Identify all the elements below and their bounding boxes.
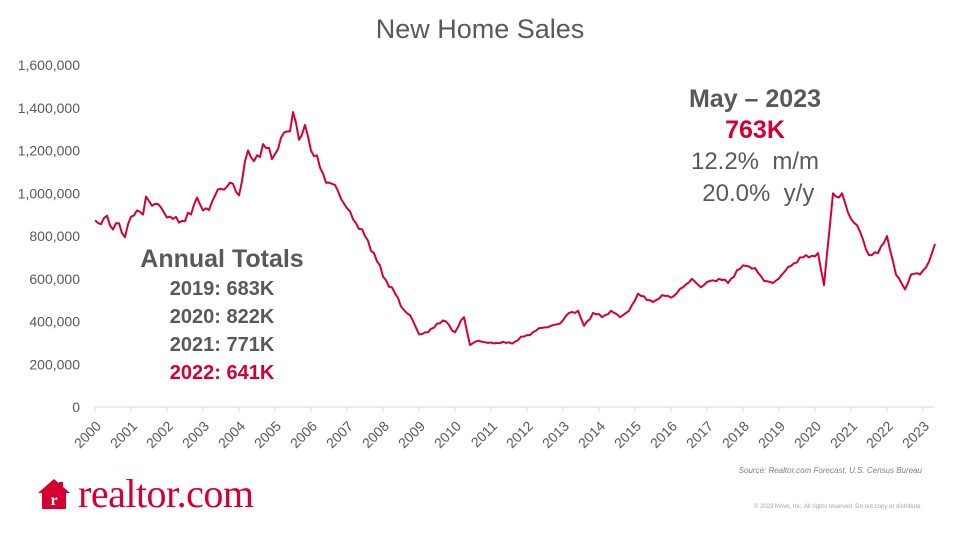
chart-title: New Home Sales [375, 14, 585, 44]
x-tick-label: 2015 [611, 418, 644, 451]
x-tick-label: 2017 [683, 418, 716, 451]
x-tick-label: 2001 [107, 418, 140, 451]
x-tick-label: 2014 [575, 418, 608, 451]
annual-totals: Annual Totals 2019: 683K 2020: 822K 2021… [128, 243, 316, 387]
x-tick-label: 2006 [287, 418, 320, 451]
y-tick-label: 1,600,000 [18, 57, 80, 73]
callout-value: 763K [725, 116, 785, 144]
source-note: Source: Realtor.com Forecast, U.S. Censu… [738, 466, 922, 475]
x-tick-label: 2013 [539, 418, 572, 451]
y-tick-label: 1,200,000 [18, 143, 80, 159]
annual-total-2020: 2020: 822K [169, 306, 275, 328]
x-tick-label: 2005 [251, 418, 284, 451]
annual-totals-heading: Annual Totals [140, 245, 304, 273]
y-tick-label: 800,000 [29, 228, 80, 244]
x-tick-label: 2010 [431, 418, 464, 451]
callout-yy-change: 20.0% y/y [695, 180, 815, 207]
x-tick-label: 2007 [323, 418, 356, 451]
y-axis-labels: 0 200,000 400,000 600,000 800,000 1,000,000 1,… [18, 57, 81, 415]
y-tick-label: 200,000 [29, 356, 80, 372]
x-tick-label: 2021 [827, 418, 860, 451]
x-tick-label: 2002 [143, 418, 176, 451]
house-icon: r [38, 479, 70, 509]
x-tick-label: 2003 [179, 418, 212, 451]
annual-total-2021: 2021: 771K [169, 334, 275, 356]
annual-total-2019: 2019: 683K [169, 278, 275, 300]
x-tick-label: 2016 [647, 418, 680, 451]
x-tick-label: 2012 [503, 418, 536, 451]
x-tick-label: 2000 [71, 418, 104, 451]
callout-heading: May – 2023 [688, 85, 822, 113]
annual-total-2022: 2022: 641K [169, 362, 275, 384]
realtor-logo: r realtor.com [36, 470, 254, 518]
y-tick-label: 1,400,000 [18, 100, 80, 116]
new-home-sales-line [94, 111, 936, 346]
latest-month-callout: May – 2023 763K 12.2% m/m 20.0% y/y [660, 84, 850, 210]
logo-wordmark: realtor.com [78, 471, 254, 516]
x-tick-label: 2023 [899, 418, 932, 451]
x-tick-label: 2022 [863, 418, 896, 451]
x-tick-label: 2020 [791, 418, 824, 451]
y-tick-label: 600,000 [29, 271, 80, 287]
y-tick-label: 0 [72, 399, 80, 415]
x-tick-label: 2004 [215, 418, 248, 451]
logo-icon-letter: r [50, 492, 57, 509]
callout-mm-change: 12.2% m/m [690, 148, 820, 175]
x-axis: 2000 2001 2002 2003 2004 2005 2006 2007 2008 2009… [71, 406, 935, 451]
x-tick-label: 2011 [468, 418, 501, 451]
x-tick-label: 2018 [719, 418, 752, 451]
y-tick-label: 400,000 [29, 314, 80, 330]
x-tick-label: 2009 [395, 418, 428, 451]
series-layer [94, 111, 936, 346]
x-tick-label: 2019 [755, 418, 788, 451]
copyright-note: © 2023 Move, Inc. All rights reserved. D… [753, 504, 922, 510]
y-tick-label: 1,000,000 [18, 185, 80, 201]
x-tick-label: 2008 [359, 418, 392, 451]
